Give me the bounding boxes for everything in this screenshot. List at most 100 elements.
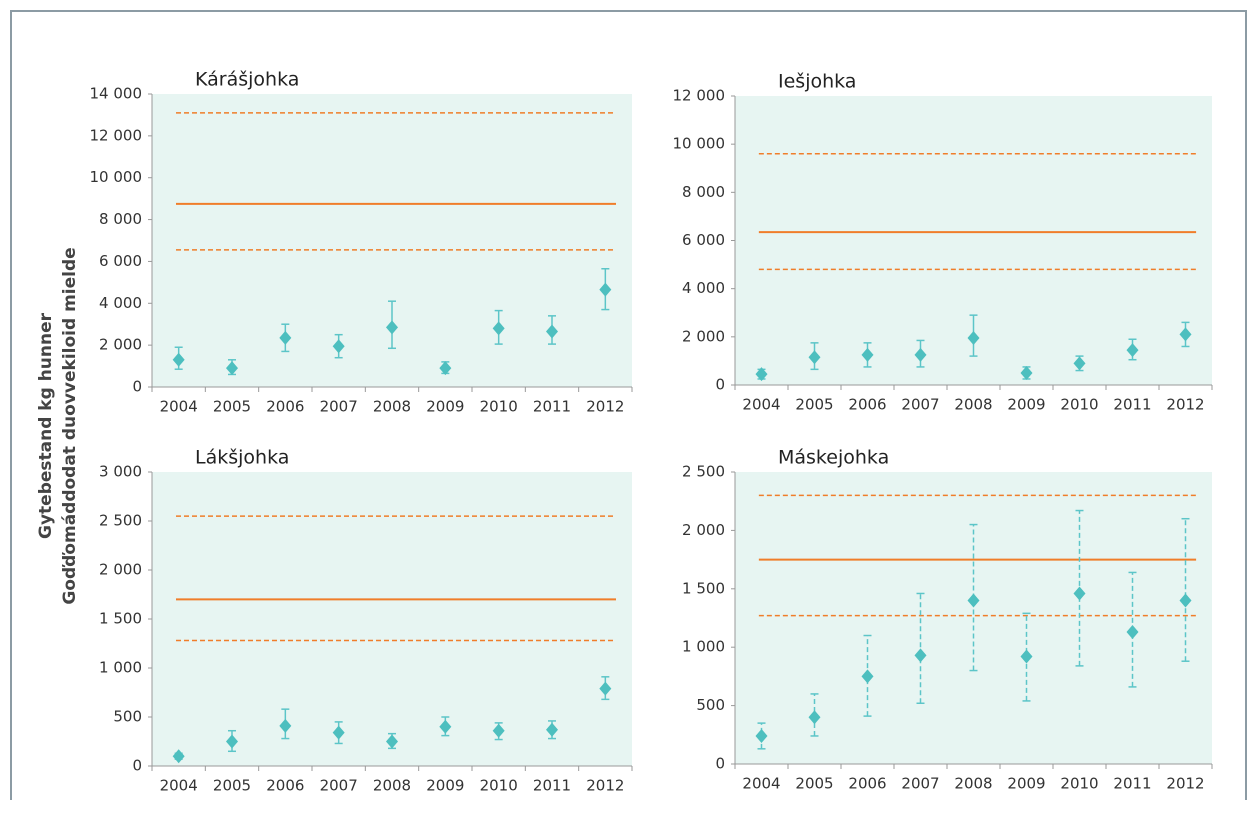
x-tick-label: 2004 xyxy=(160,398,198,416)
panel-title: Máskejohka xyxy=(778,447,889,469)
x-tick-label: 2010 xyxy=(480,398,518,416)
x-tick-label: 2009 xyxy=(1007,396,1045,414)
x-tick-label: 2004 xyxy=(742,775,780,793)
marker xyxy=(967,331,980,346)
y-tick-label: 2 000 xyxy=(99,561,142,579)
marker xyxy=(808,710,821,725)
marker xyxy=(172,352,185,367)
y-tick-label: 1 500 xyxy=(99,610,142,628)
marker xyxy=(1020,649,1033,664)
x-tick-label: 2008 xyxy=(954,775,992,793)
y-tick-label: 8 000 xyxy=(682,183,725,201)
x-tick-label: 2005 xyxy=(795,775,833,793)
x-tick-label: 2009 xyxy=(426,398,464,416)
y-tick-label: 8 000 xyxy=(99,210,142,228)
y-tick-label: 2 000 xyxy=(99,336,142,354)
x-tick-label: 2008 xyxy=(373,398,411,416)
marker xyxy=(1126,625,1139,640)
y-tick-label: 3 000 xyxy=(99,463,142,481)
marker xyxy=(1179,593,1192,608)
x-tick-label: 2006 xyxy=(848,775,886,793)
y-tick-label: 1 000 xyxy=(99,659,142,677)
marker xyxy=(755,728,768,743)
panel-title: Iešjohka xyxy=(778,71,856,93)
x-tick-label: 2007 xyxy=(320,398,358,416)
y-tick-label: 1 500 xyxy=(682,579,725,597)
x-tick-label: 2010 xyxy=(1060,775,1098,793)
marker xyxy=(861,669,874,684)
x-tick-label: 2005 xyxy=(213,398,251,416)
marker xyxy=(599,282,612,297)
y-tick-label: 4 000 xyxy=(682,279,725,297)
marker xyxy=(861,347,874,362)
y-tick-label: 0 xyxy=(715,376,725,394)
x-tick-label: 2006 xyxy=(266,398,304,416)
x-tick-label: 2004 xyxy=(160,777,198,795)
y-tick-label: 500 xyxy=(113,708,142,726)
marker xyxy=(226,361,238,376)
x-tick-label: 2012 xyxy=(1166,775,1204,793)
marker xyxy=(332,725,345,740)
y-label: Gytebestand kg hunner xyxy=(36,312,56,539)
x-tick-label: 2007 xyxy=(901,396,939,414)
marker xyxy=(386,320,398,335)
y-tick-label: 2 000 xyxy=(682,521,725,539)
y-tick-label: 0 xyxy=(132,378,142,396)
x-tick-label: 2011 xyxy=(533,777,571,795)
marker xyxy=(172,749,185,764)
x-tick-label: 2007 xyxy=(901,775,939,793)
marker xyxy=(492,723,505,738)
x-tick-label: 2011 xyxy=(533,398,571,416)
x-tick-label: 2004 xyxy=(742,396,780,414)
marker xyxy=(546,722,558,737)
marker xyxy=(1126,343,1139,358)
x-tick-label: 2008 xyxy=(373,777,411,795)
marker xyxy=(914,648,927,663)
x-tick-label: 2006 xyxy=(848,396,886,414)
x-tick-label: 2008 xyxy=(954,396,992,414)
y-tick-label: 2 000 xyxy=(682,327,725,345)
y-tick-label: 4 000 xyxy=(99,294,142,312)
marker xyxy=(492,321,505,336)
y-tick-label: 14 000 xyxy=(90,85,143,103)
marker xyxy=(439,361,452,376)
marker xyxy=(332,339,345,354)
panel-title: Lákšjohka xyxy=(195,447,289,469)
marker xyxy=(755,367,768,382)
x-tick-label: 2007 xyxy=(320,777,358,795)
panel-title: Kárášjohka xyxy=(195,69,299,91)
marker xyxy=(279,718,292,733)
y-tick-label: 1 000 xyxy=(682,638,725,656)
y-tick-label: 12 000 xyxy=(90,126,143,144)
y-label: Goďďomáddodat duovvekiloid mielde xyxy=(60,247,80,604)
x-tick-label: 2012 xyxy=(1166,396,1204,414)
y-tick-label: 12 000 xyxy=(673,87,726,105)
plot-background xyxy=(152,472,632,766)
marker xyxy=(1073,586,1086,601)
marker xyxy=(914,347,927,362)
marker xyxy=(546,324,558,339)
marker xyxy=(279,330,292,345)
marker xyxy=(808,350,821,365)
x-tick-label: 2005 xyxy=(795,396,833,414)
marker xyxy=(1073,356,1086,371)
x-tick-label: 2010 xyxy=(480,777,518,795)
x-tick-label: 2011 xyxy=(1113,775,1151,793)
y-tick-label: 0 xyxy=(715,755,725,773)
x-tick-label: 2012 xyxy=(586,777,624,795)
x-tick-label: 2011 xyxy=(1113,396,1151,414)
marker xyxy=(386,734,398,749)
marker xyxy=(967,593,980,608)
y-tick-label: 0 xyxy=(132,757,142,775)
y-tick-label: 10 000 xyxy=(90,168,143,186)
marker xyxy=(599,681,612,696)
y-tick-label: 2 500 xyxy=(682,463,725,481)
y-tick-label: 2 500 xyxy=(99,512,142,530)
marker xyxy=(1179,327,1192,342)
marker xyxy=(1020,365,1033,380)
x-tick-label: 2009 xyxy=(1007,775,1045,793)
x-tick-label: 2006 xyxy=(266,777,304,795)
y-tick-label: 10 000 xyxy=(673,135,726,153)
x-tick-label: 2010 xyxy=(1060,396,1098,414)
